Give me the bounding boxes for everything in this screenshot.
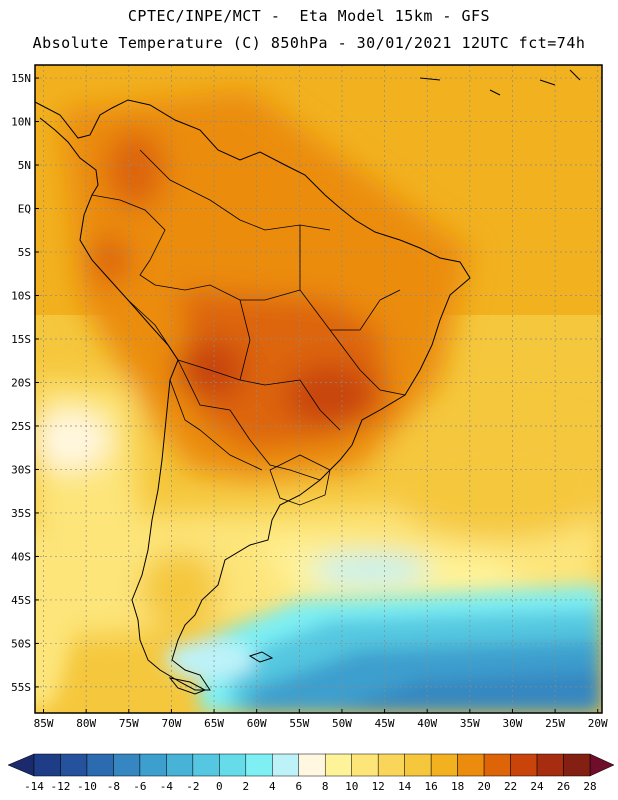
colorbar-label: -10 (77, 780, 97, 793)
latitude-labels: 15N 10N 5N EQ 5S 10S 15S 20S 25S 30S 35S 40S 45S 50S 5… (11, 72, 39, 694)
colorbar-arrow-high (589, 753, 615, 777)
colorbar-label: 28 (583, 780, 596, 793)
lon-tick-label: 80W (76, 717, 96, 730)
lat-tick-label: 20S (11, 376, 31, 389)
colorbar: -14 -12 -10 -8 -6 -4 -2 0 2 4 6 8 10 12 14 16 18 20 22 24 26… (7, 753, 615, 793)
title-line-1: CPTEC/INPE/MCT - Eta Model 15km - GFS (127, 7, 491, 25)
colorbar-swatch (272, 753, 300, 777)
colorbar-swatch (377, 753, 405, 777)
colorbar-label: 14 (398, 780, 412, 793)
tierra-del-fuego (168, 677, 207, 695)
caribbean-islands (419, 69, 581, 96)
colorbar-swatch (33, 753, 61, 777)
colorbar-swatch (404, 753, 432, 777)
colorbar-label: -8 (107, 780, 120, 793)
colorbar-label: 8 (322, 780, 329, 793)
colorbar-label: -6 (133, 780, 146, 793)
falklands (248, 651, 274, 663)
lat-tick-label: 15N (11, 72, 31, 85)
colorbar-label: 12 (372, 780, 385, 793)
colorbar-swatch (324, 753, 352, 777)
colorbar-label: 20 (477, 780, 490, 793)
lon-tick-label: 60W (247, 717, 267, 730)
lon-tick-label: 35W (460, 717, 480, 730)
colorbar-label: 6 (295, 780, 302, 793)
lat-tick-label: 15S (11, 333, 31, 346)
lat-tick-label: EQ (18, 203, 31, 216)
lat-tick-label: 10S (11, 289, 31, 302)
colorbar-label: 18 (451, 780, 464, 793)
colorbar-swatch (536, 753, 564, 777)
colorbar-label: 4 (269, 780, 276, 793)
colorbar-swatch (430, 753, 458, 777)
colorbar-label: -2 (186, 780, 199, 793)
great-lakes-uruguay (269, 454, 331, 506)
lon-tick-label: 50W (332, 717, 352, 730)
colorbar-swatch (298, 753, 326, 777)
colorbar-swatch (192, 753, 220, 777)
colorbar-label: -14 (24, 780, 44, 793)
lon-tick-label: 20W (588, 717, 608, 730)
map-frame (34, 64, 603, 714)
colorbar-label: 16 (425, 780, 438, 793)
lon-tick-label: 40W (417, 717, 437, 730)
colorbar-swatch (245, 753, 273, 777)
colorbar-arrow-low (7, 753, 35, 777)
colorbar-swatch (86, 753, 114, 777)
country-borders (91, 149, 406, 481)
colorbar-swatch (457, 753, 485, 777)
temperature-field (35, 65, 602, 713)
colorbar-label: 2 (242, 780, 249, 793)
lat-tick-label: 25S (11, 420, 31, 433)
colorbar-swatch (351, 753, 379, 777)
lon-tick-label: 75W (119, 717, 139, 730)
lat-tick-label: 45S (11, 594, 31, 607)
coastlines (35, 69, 581, 695)
lat-tick-label: 55S (11, 681, 31, 694)
longitude-labels: 85W 80W 75W 70W 65W 60W 55W 50W 45W 40W 35W 30W 25W 2… (34, 709, 608, 730)
lon-tick-label: 30W (503, 717, 523, 730)
lon-tick-label: 55W (289, 717, 309, 730)
colorbar-label: -12 (51, 780, 71, 793)
colorbar-swatch (483, 753, 511, 777)
lon-tick-label: 85W (34, 717, 54, 730)
lon-tick-label: 25W (545, 717, 565, 730)
colorbar-label: 24 (530, 780, 544, 793)
colorbar-swatch (219, 753, 247, 777)
colorbar-swatch (166, 753, 194, 777)
colorbar-swatch (113, 753, 141, 777)
lat-lon-grid (35, 65, 602, 713)
lon-tick-label: 45W (375, 717, 395, 730)
lat-tick-label: 10N (11, 116, 31, 129)
colorbar-swatch (139, 753, 167, 777)
lat-tick-label: 35S (11, 507, 31, 520)
colorbar-label: 10 (345, 780, 358, 793)
colorbar-label: -4 (160, 780, 174, 793)
colorbar-swatch (563, 753, 591, 777)
colorbar-swatch (510, 753, 538, 777)
colorbar-swatch (60, 753, 88, 777)
lat-tick-label: 30S (11, 463, 31, 476)
colorbar-label: 22 (504, 780, 517, 793)
colorbar-label: 26 (557, 780, 570, 793)
lon-tick-label: 65W (204, 717, 224, 730)
lat-tick-label: 5S (18, 246, 31, 259)
lat-tick-label: 5N (18, 159, 31, 172)
lon-tick-label: 70W (161, 717, 181, 730)
lat-tick-label: 50S (11, 637, 31, 650)
title-line-2: Absolute Temperature (C) 850hPa - 30/01/… (32, 34, 586, 52)
colorbar-label: 0 (216, 780, 223, 793)
lat-tick-label: 40S (11, 550, 31, 563)
